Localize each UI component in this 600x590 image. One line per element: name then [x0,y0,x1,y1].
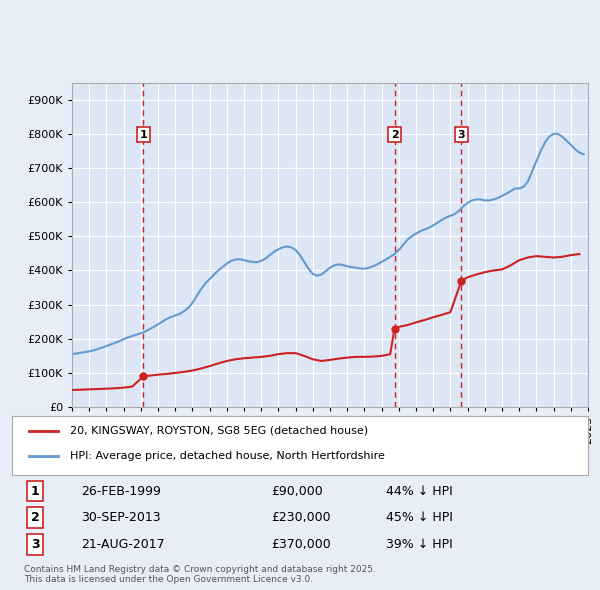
Text: 3: 3 [31,537,40,551]
Text: 2: 2 [31,511,40,525]
Text: 1: 1 [140,130,147,139]
Text: 2: 2 [391,130,398,139]
Text: Contains HM Land Registry data © Crown copyright and database right 2025.
This d: Contains HM Land Registry data © Crown c… [24,565,376,584]
Text: 21-AUG-2017: 21-AUG-2017 [81,537,165,551]
Text: £90,000: £90,000 [271,484,323,498]
Text: 26-FEB-1999: 26-FEB-1999 [81,484,161,498]
Text: 30-SEP-2013: 30-SEP-2013 [81,511,161,525]
Text: 45% ↓ HPI: 45% ↓ HPI [386,511,453,525]
Text: £370,000: £370,000 [271,537,331,551]
Text: HPI: Average price, detached house, North Hertfordshire: HPI: Average price, detached house, Nort… [70,451,385,461]
Text: 1: 1 [31,484,40,498]
Text: 39% ↓ HPI: 39% ↓ HPI [386,537,453,551]
Text: 20, KINGSWAY, ROYSTON, SG8 5EG (detached house): 20, KINGSWAY, ROYSTON, SG8 5EG (detached… [70,426,368,435]
Text: 3: 3 [458,130,465,139]
Text: £230,000: £230,000 [271,511,331,525]
Text: 44% ↓ HPI: 44% ↓ HPI [386,484,453,498]
